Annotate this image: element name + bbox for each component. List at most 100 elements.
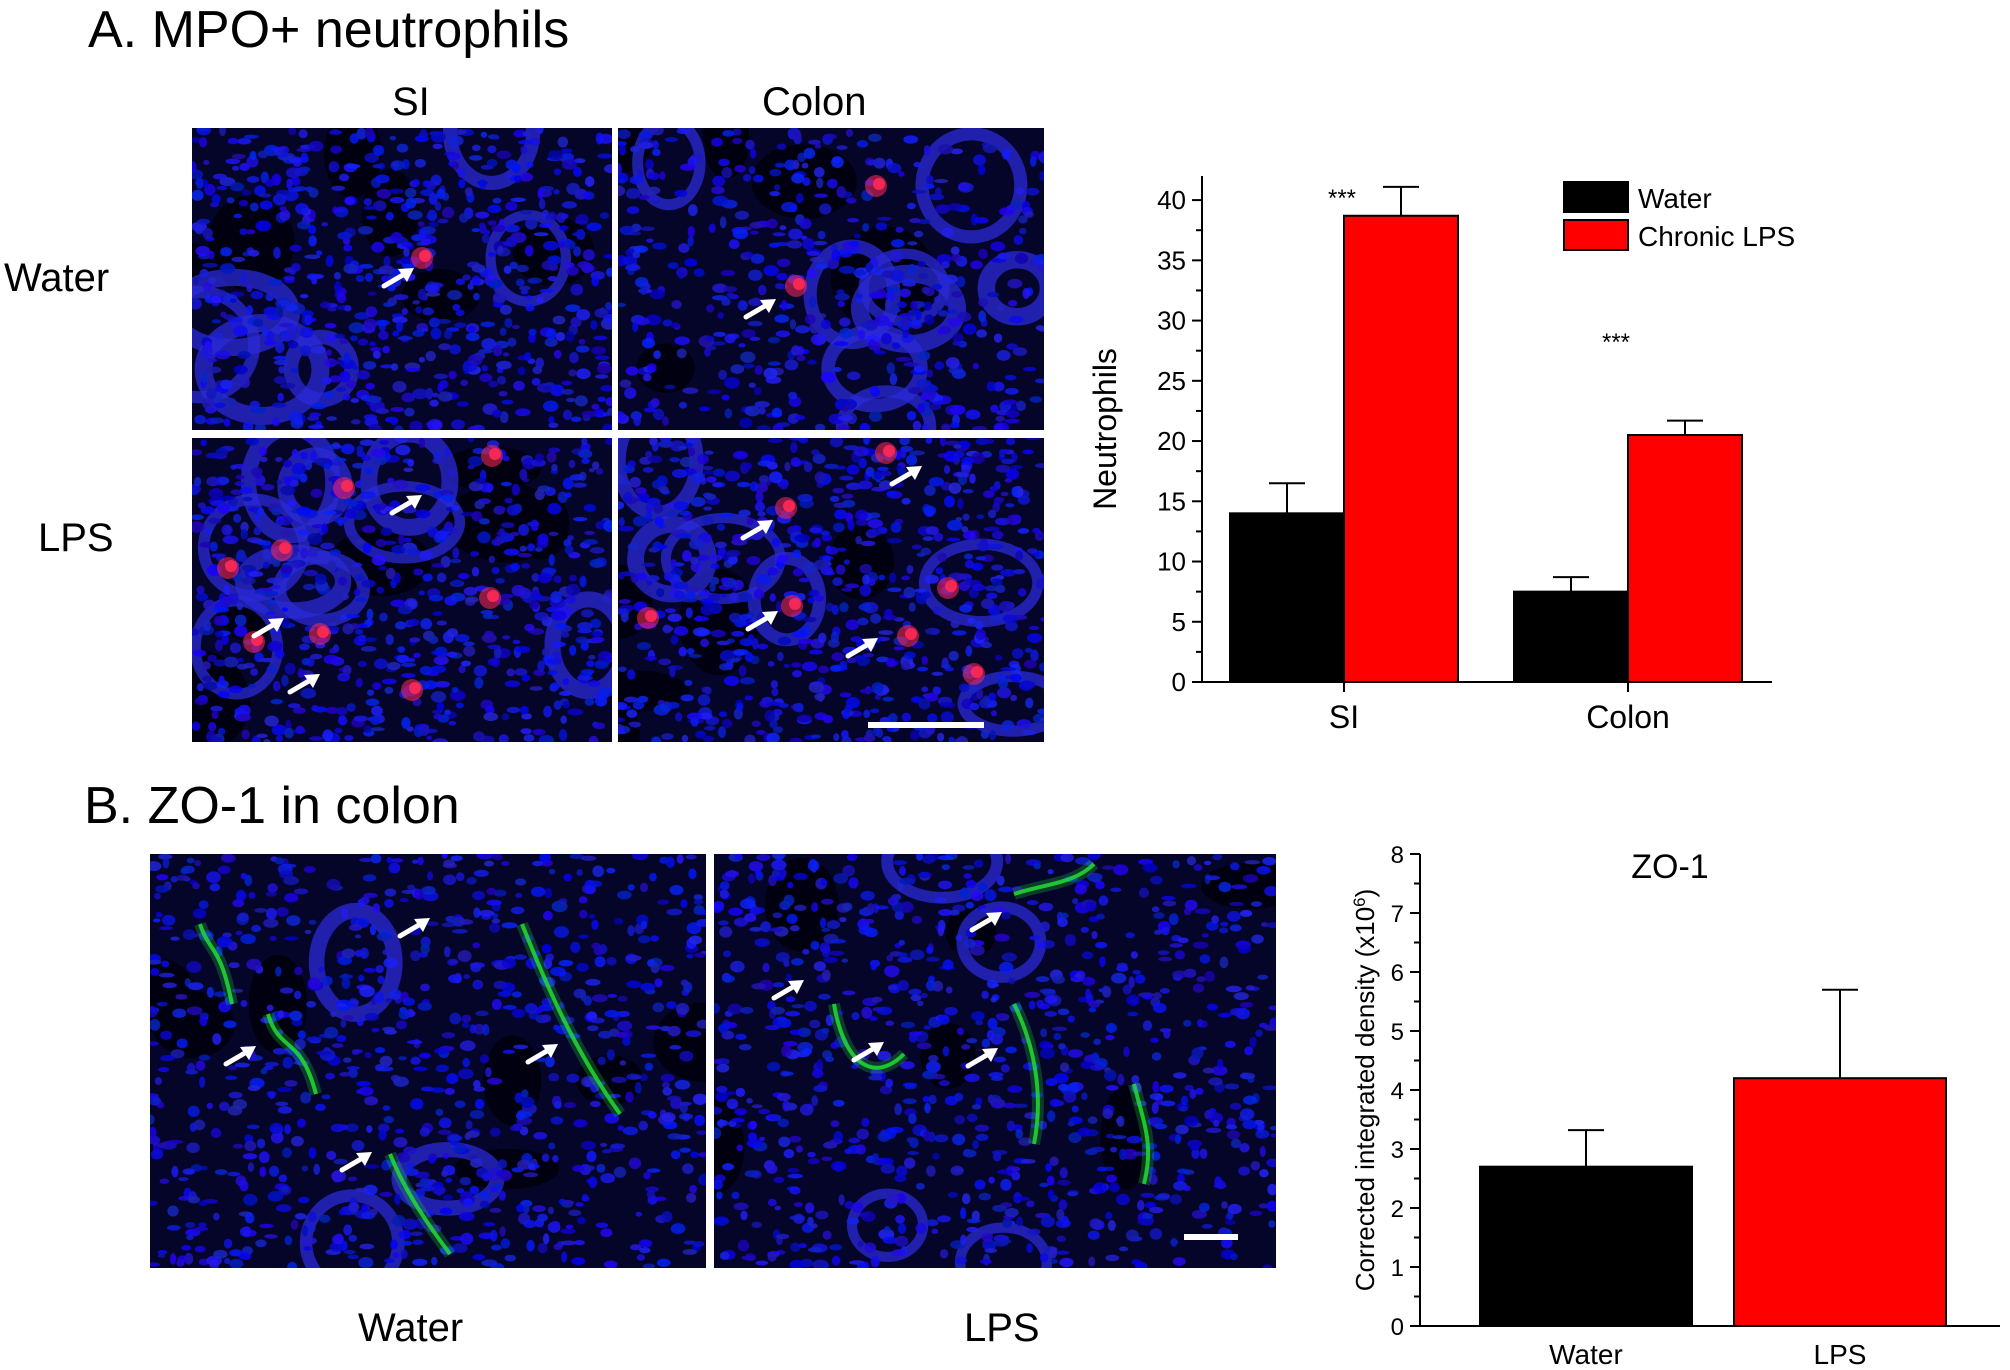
nucleus [874,694,881,700]
nucleus [242,496,253,502]
nucleus [358,623,368,629]
nucleus [434,1047,450,1054]
nucleus [687,225,695,238]
nucleus [846,371,861,381]
nucleus [407,618,420,627]
nucleus [726,1098,739,1110]
nucleus [744,913,757,923]
nucleus [669,1045,682,1050]
nucleus [924,692,939,702]
nucleus [1023,366,1037,372]
nucleus [216,185,228,191]
nucleus [623,696,639,703]
nucleus [532,1205,546,1213]
nucleus [1138,887,1149,898]
nucleus [348,924,363,931]
nucleus [1183,907,1192,916]
nucleus [215,447,228,458]
nucleus [738,592,753,603]
nucleus [618,572,625,580]
nucleus [813,961,827,972]
nucleus [413,888,424,900]
nucleus [325,349,332,356]
nucleus [269,1122,284,1135]
nucleus [1142,1212,1154,1219]
nucleus [217,727,226,736]
nucleus [545,953,555,962]
nucleus [938,1080,950,1087]
nucleus [418,228,427,239]
nucleus [994,517,1010,526]
nucleus [787,1167,800,1173]
nucleus [506,706,521,714]
nucleus [187,982,204,991]
nucleus [895,1214,905,1224]
nucleus [1209,1107,1216,1114]
nucleus [538,198,546,210]
nucleus [185,1221,196,1229]
nucleus [1196,1018,1204,1028]
nucleus [721,394,730,401]
nucleus [733,579,744,591]
nucleus [735,1033,747,1040]
nucleus [990,404,999,413]
nucleus [678,243,690,253]
nucleus [186,1062,196,1075]
nucleus [928,403,942,411]
nucleus [259,1223,274,1229]
nucleus [150,1093,159,1099]
nucleus [465,596,479,603]
nucleus [1005,410,1020,418]
nucleus [808,681,825,693]
nucleus [900,1061,915,1070]
nucleus [602,423,612,430]
nucleus [903,135,919,144]
nucleus [1087,854,1101,861]
nucleus [452,579,463,586]
nucleus [406,1162,415,1168]
nucleus [779,543,792,548]
nucleus [450,558,462,564]
nucleus [441,527,454,532]
nucleus [582,249,595,261]
nucleus [371,554,387,566]
nucleus [804,314,816,325]
nucleus [863,733,876,742]
nucleus [1037,1003,1051,1010]
nucleus [1056,1235,1067,1243]
nucleus [573,1119,588,1128]
nucleus [934,361,945,370]
nucleus [194,224,204,235]
nucleus [360,1203,368,1213]
nucleus [519,209,533,215]
nucleus [965,645,973,657]
nucleus [449,344,461,355]
nucleus [338,173,350,182]
nucleus [282,1147,292,1158]
nucleus [852,1201,864,1213]
nucleus [1049,1156,1059,1167]
nucleus [422,573,433,582]
nucleus [838,249,853,258]
nucleus [514,175,522,183]
nucleus [472,731,485,742]
nucleus [899,438,911,446]
nucleus [410,1231,423,1236]
zo1-signal [388,1153,452,1256]
nucleus [207,276,217,285]
nucleus [391,161,400,167]
nucleus [908,602,916,612]
nucleus [206,388,217,400]
nucleus [772,423,784,430]
nucleus [1053,1032,1062,1041]
nucleus [342,664,352,676]
nucleus [1023,659,1037,669]
nucleus [1226,1130,1240,1140]
nucleus [1266,1200,1276,1212]
nucleus [521,674,531,682]
nucleus [158,972,175,978]
nucleus [708,593,721,602]
nucleus [407,884,415,890]
nucleus [1058,1043,1066,1050]
nucleus [850,636,863,643]
